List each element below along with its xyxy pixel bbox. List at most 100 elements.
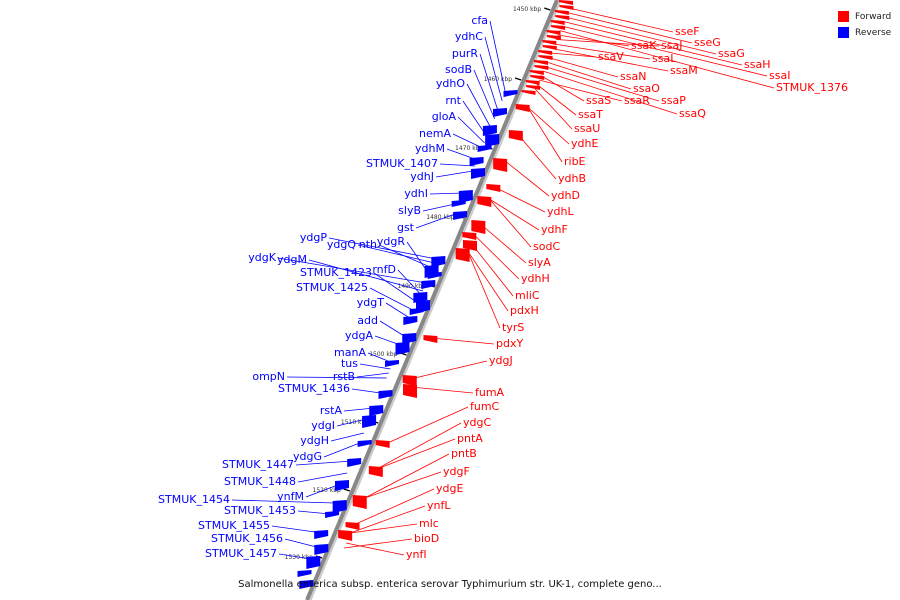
forward-gene-label[interactable]: ssaK — [631, 39, 657, 52]
forward-gene-label[interactable]: ssaM — [670, 64, 698, 77]
forward-gene-glyph[interactable] — [534, 65, 549, 70]
reverse-gene-label[interactable]: rnfD — [372, 263, 396, 276]
reverse-gene-label[interactable]: cfa — [471, 14, 488, 27]
forward-gene-label[interactable]: pntA — [457, 432, 483, 445]
forward-gene-glyph[interactable] — [493, 158, 508, 172]
forward-gene-label[interactable]: mlc — [419, 517, 439, 530]
reverse-gene-label[interactable]: STMUK_1453 — [224, 504, 296, 517]
reverse-gene-label[interactable]: ydhJ — [410, 170, 434, 183]
forward-gene-label[interactable]: ydhH — [521, 272, 550, 285]
reverse-gene-glyph[interactable] — [453, 211, 468, 220]
forward-gene-glyph[interactable] — [555, 15, 570, 20]
forward-gene-label[interactable]: ssaP — [661, 94, 686, 107]
forward-gene-glyph[interactable] — [546, 35, 561, 40]
forward-gene-label[interactable]: ssaQ — [679, 107, 706, 120]
reverse-gene-label[interactable]: nemA — [419, 127, 451, 140]
reverse-gene-label[interactable]: ydhI — [404, 187, 428, 200]
forward-gene-glyph[interactable] — [515, 104, 530, 112]
reverse-gene-glyph[interactable] — [421, 280, 436, 289]
forward-gene-label[interactable]: ydhD — [551, 189, 580, 202]
reverse-gene-glyph[interactable] — [378, 390, 393, 399]
forward-gene-glyph[interactable] — [538, 55, 553, 60]
forward-gene-label[interactable]: ydgJ — [489, 354, 513, 367]
forward-gene-glyph[interactable] — [338, 530, 353, 541]
reverse-gene-glyph[interactable] — [409, 308, 424, 315]
reverse-gene-glyph[interactable] — [314, 544, 329, 555]
reverse-gene-label[interactable]: ydhM — [415, 142, 445, 155]
reverse-gene-label[interactable]: ydgH — [300, 434, 329, 447]
forward-gene-label[interactable]: ssaI — [769, 69, 790, 82]
forward-gene-label[interactable]: pdxH — [510, 304, 539, 317]
forward-gene-label[interactable]: tyrS — [502, 321, 524, 334]
forward-gene-label[interactable]: STMUK_1376 — [776, 81, 848, 94]
reverse-gene-glyph[interactable] — [362, 415, 377, 428]
reverse-gene-label[interactable]: ydhO — [436, 77, 465, 90]
forward-gene-label[interactable]: ssaN — [620, 70, 646, 83]
forward-gene-glyph[interactable] — [403, 384, 417, 398]
forward-gene-label[interactable]: ydhE — [571, 137, 598, 150]
reverse-gene-label[interactable]: ydgK — [248, 251, 276, 264]
reverse-gene-label[interactable]: gloA — [432, 110, 457, 123]
reverse-gene-glyph[interactable] — [413, 292, 428, 303]
forward-gene-glyph[interactable] — [423, 335, 438, 343]
forward-gene-label[interactable]: ydhB — [558, 172, 586, 185]
reverse-gene-glyph[interactable] — [402, 333, 417, 344]
reverse-gene-glyph[interactable] — [385, 360, 399, 367]
reverse-gene-glyph[interactable] — [485, 134, 500, 147]
forward-gene-label[interactable]: ynfI — [406, 548, 427, 561]
forward-gene-glyph[interactable] — [546, 30, 561, 35]
forward-gene-label[interactable]: ssaS — [586, 94, 611, 107]
forward-gene-label[interactable]: ydgE — [436, 482, 463, 495]
reverse-gene-label[interactable]: manA — [334, 346, 366, 359]
forward-gene-glyph[interactable] — [471, 220, 486, 234]
reverse-gene-label[interactable]: sodB — [445, 63, 472, 76]
reverse-gene-label[interactable]: ydgP — [300, 231, 327, 244]
reverse-gene-label[interactable]: STMUK_1455 — [198, 519, 270, 532]
reverse-gene-glyph[interactable] — [427, 272, 442, 279]
reverse-gene-label[interactable]: nth — [359, 238, 377, 251]
forward-gene-label[interactable]: ssaJ — [661, 39, 682, 52]
forward-gene-label[interactable]: fumA — [475, 386, 505, 399]
forward-gene-label[interactable]: pntB — [451, 447, 477, 460]
reverse-gene-label[interactable]: ydgQ — [327, 238, 356, 251]
reverse-gene-label[interactable]: purR — [452, 47, 478, 60]
reverse-gene-glyph[interactable] — [477, 145, 492, 152]
forward-gene-glyph[interactable] — [554, 10, 569, 15]
reverse-gene-glyph[interactable] — [482, 125, 497, 136]
reverse-gene-glyph[interactable] — [325, 511, 340, 518]
reverse-gene-glyph[interactable] — [469, 157, 484, 166]
forward-gene-glyph[interactable] — [477, 196, 492, 207]
reverse-gene-label[interactable]: STMUK_1457 — [205, 547, 277, 560]
forward-gene-glyph[interactable] — [525, 80, 540, 85]
reverse-gene-label[interactable]: STMUK_1407 — [366, 157, 438, 170]
legend-item-forward[interactable]: Forward — [838, 9, 900, 24]
forward-gene-glyph[interactable] — [463, 240, 477, 251]
forward-gene-label[interactable]: ribE — [564, 155, 586, 168]
forward-gene-label[interactable]: bioD — [414, 532, 439, 545]
reverse-gene-glyph[interactable] — [369, 405, 384, 416]
forward-gene-label[interactable]: sodC — [533, 240, 560, 253]
reverse-gene-glyph[interactable] — [335, 480, 349, 491]
forward-gene-label[interactable]: fumC — [470, 400, 500, 413]
forward-gene-glyph[interactable] — [508, 130, 523, 141]
forward-gene-glyph[interactable] — [530, 75, 545, 80]
reverse-gene-label[interactable]: ydgG — [293, 450, 322, 463]
forward-gene-glyph[interactable] — [462, 232, 477, 240]
reverse-gene-glyph[interactable] — [493, 108, 507, 117]
reverse-gene-label[interactable]: STMUK_1456 — [211, 532, 283, 545]
forward-gene-label[interactable]: ydgC — [463, 416, 491, 429]
reverse-gene-glyph[interactable] — [503, 90, 518, 97]
reverse-gene-label[interactable]: rnt — [445, 94, 461, 107]
forward-gene-label[interactable]: ydgF — [443, 465, 470, 478]
forward-gene-label[interactable]: ynfL — [427, 499, 451, 512]
forward-gene-label[interactable]: pdxY — [496, 337, 523, 350]
forward-gene-label[interactable]: ssaL — [652, 52, 677, 65]
reverse-gene-label[interactable]: gst — [397, 221, 415, 234]
reverse-gene-glyph[interactable] — [299, 580, 314, 589]
forward-gene-label[interactable]: ssaT — [578, 108, 603, 121]
forward-gene-glyph[interactable] — [352, 495, 367, 509]
reverse-gene-glyph[interactable] — [332, 500, 347, 513]
forward-gene-label[interactable]: ssaU — [574, 122, 600, 135]
forward-gene-glyph[interactable] — [521, 90, 536, 95]
forward-gene-glyph[interactable] — [550, 20, 565, 25]
